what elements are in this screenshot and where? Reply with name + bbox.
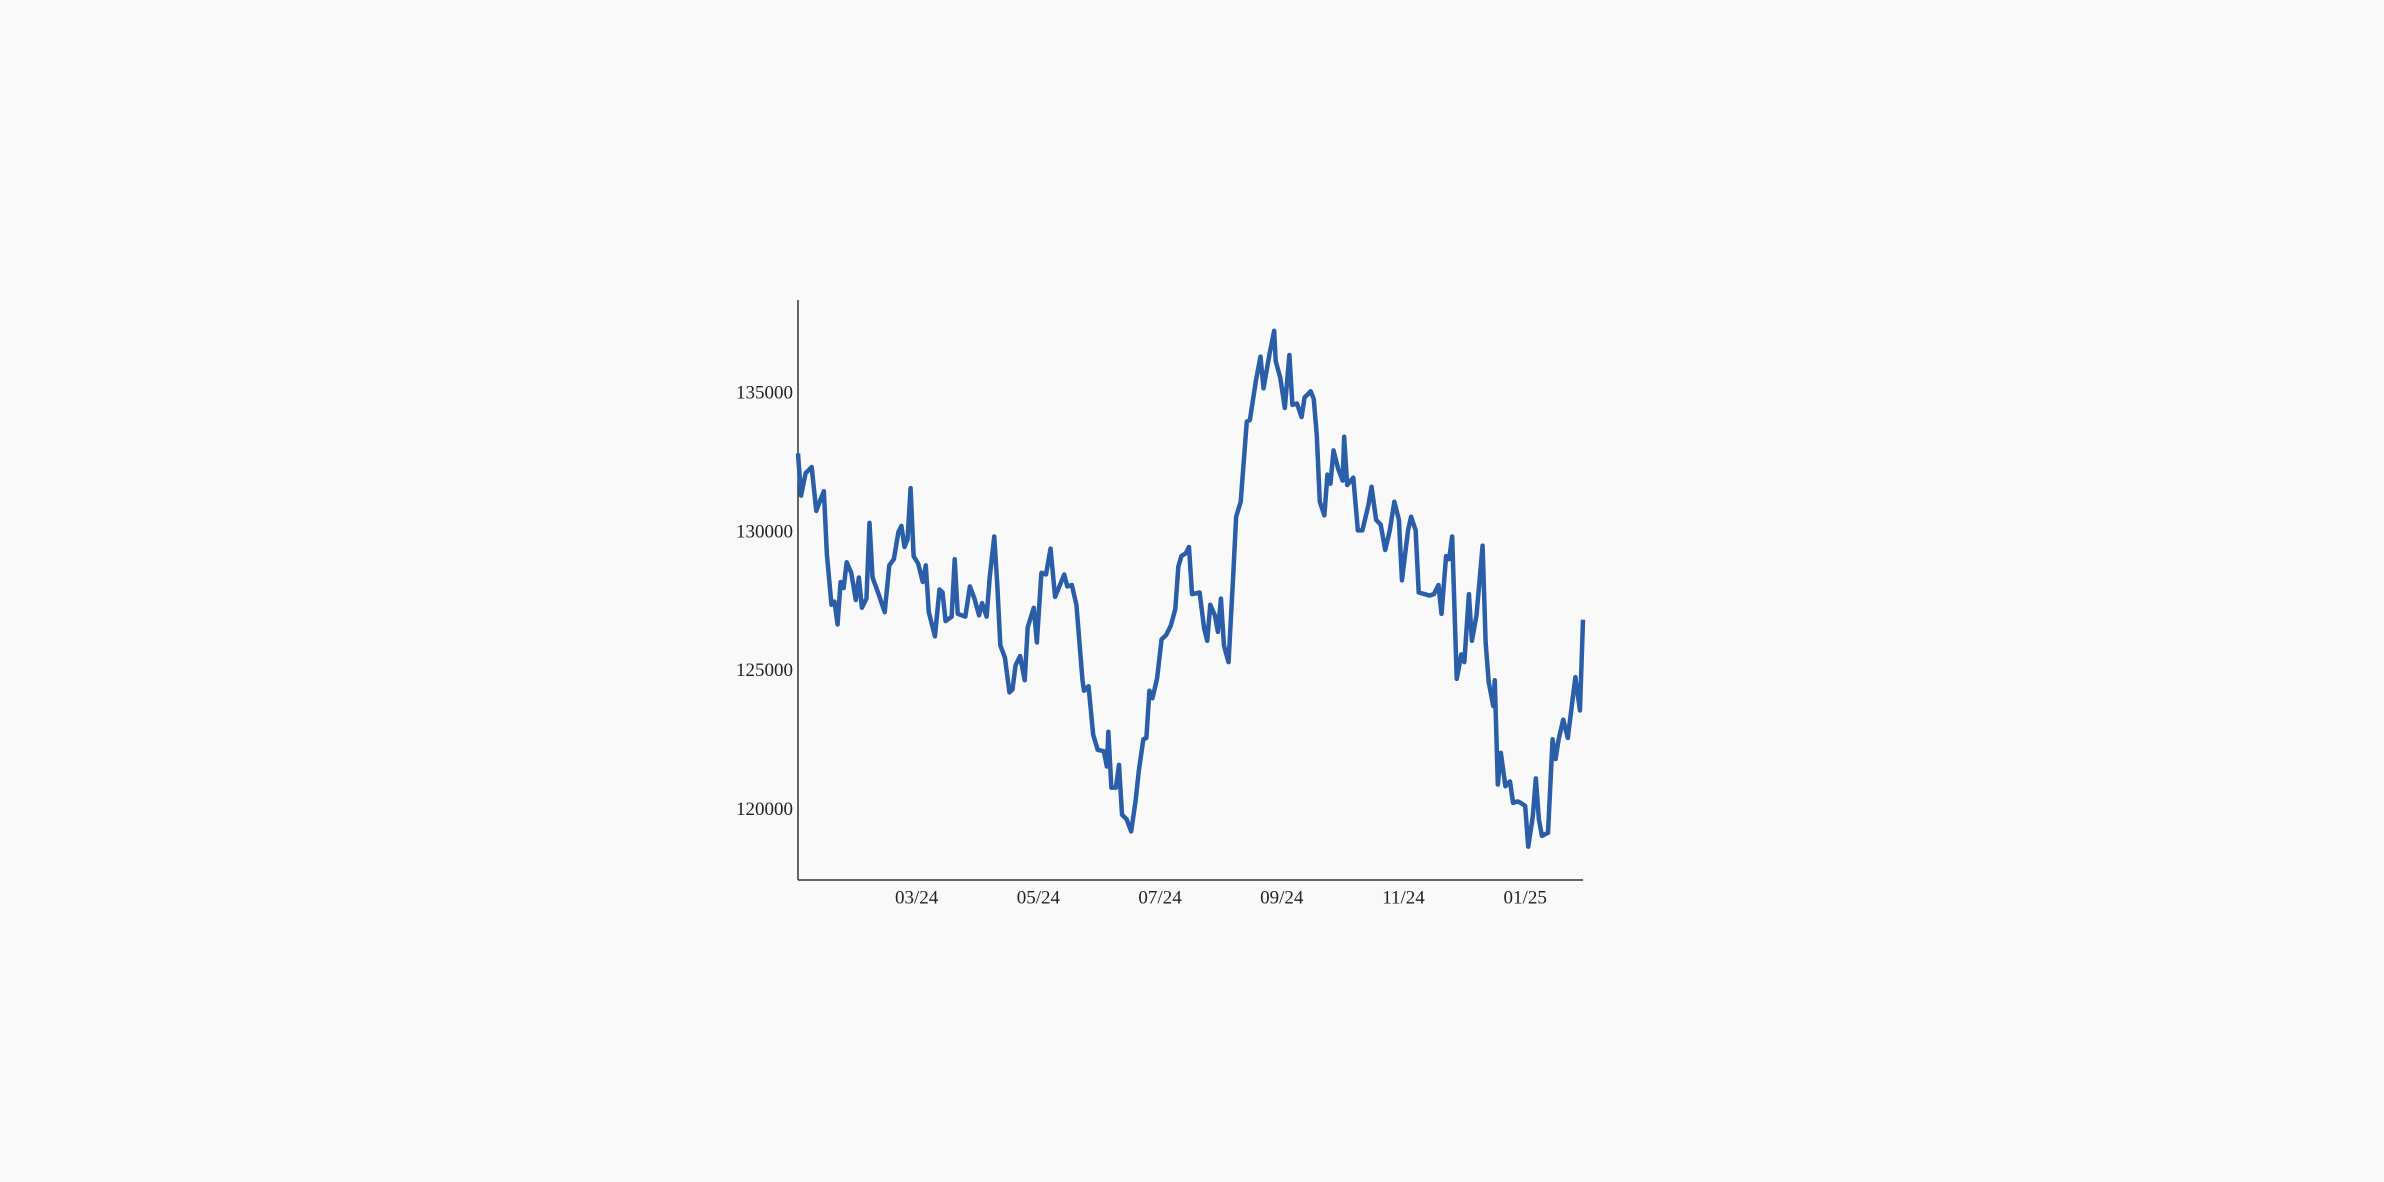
- y-tick-label: 125000: [736, 660, 793, 681]
- x-tick-label: 07/24: [1138, 887, 1182, 908]
- y-tick-label: 130000: [736, 521, 793, 542]
- x-tick-label: 01/25: [1504, 887, 1547, 908]
- line-series: [795, 328, 1586, 849]
- x-tick-label: 03/24: [895, 887, 939, 908]
- y-tick-label: 120000: [736, 799, 793, 820]
- x-tick-label: 11/24: [1382, 887, 1425, 908]
- x-tick-label: 05/24: [1017, 887, 1061, 908]
- y-tick-label: 135000: [736, 383, 793, 404]
- x-tick-label: 09/24: [1260, 887, 1304, 908]
